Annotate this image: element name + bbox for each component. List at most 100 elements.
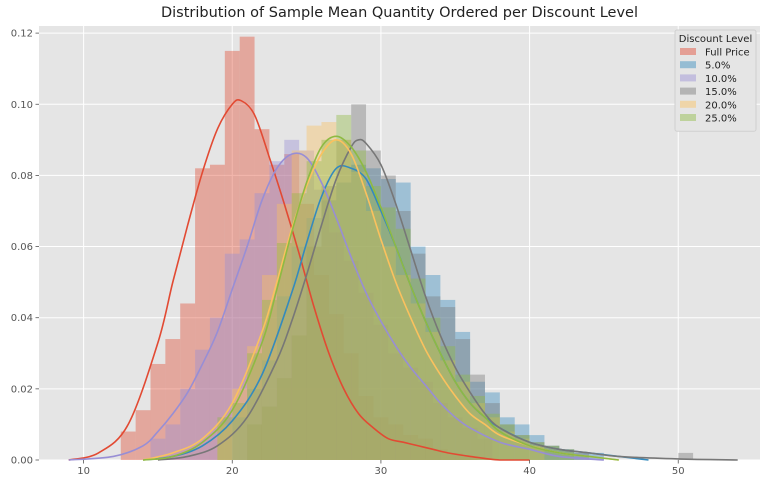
- hist-bar: [470, 395, 485, 460]
- hist-bar: [388, 353, 404, 460]
- legend-box: [674, 29, 757, 132]
- hist-bar: [418, 381, 433, 460]
- hist-bar: [380, 246, 396, 460]
- legend: Discount Level Full Price 5.0% 10.0% 15.0% 2…: [674, 29, 757, 132]
- hist-bar: [455, 339, 471, 460]
- hist-bar: [574, 452, 590, 460]
- hist-bar: [455, 374, 471, 460]
- legend-swatch: [680, 87, 696, 95]
- hist-bar: [195, 168, 210, 460]
- hist-bar: [395, 275, 411, 460]
- hist-bar: [254, 193, 270, 460]
- hist-bar: [425, 317, 441, 460]
- hist-bar: [209, 164, 225, 460]
- hist-bar: [336, 182, 352, 460]
- hist-bar: [269, 164, 285, 460]
- hist-bar: [351, 150, 367, 461]
- hist-bar: [336, 114, 352, 461]
- hist-bar: [232, 417, 248, 460]
- hist-bar: [306, 218, 322, 460]
- legend-swatch: [680, 48, 696, 55]
- hist-bar: [135, 410, 151, 460]
- hist-5-0: [232, 164, 604, 461]
- x-axis-ticks: 10 20 30 40 50: [77, 460, 685, 477]
- kde-full-price: [68, 98, 530, 461]
- hist-bar: [462, 427, 478, 460]
- hist-bar: [314, 189, 329, 460]
- hist-bar: [425, 296, 441, 460]
- hist-bar: [291, 150, 307, 461]
- hist-bar: [373, 417, 389, 460]
- legend-swatch: [680, 74, 696, 82]
- hist-bar: [165, 339, 181, 460]
- legend-label: 10.0%: [705, 74, 737, 85]
- y-tick-label: 0.02: [11, 384, 33, 395]
- hist-bar: [321, 186, 337, 460]
- kde-20-0: [142, 139, 619, 461]
- hist-bar: [343, 260, 359, 460]
- hist-bar: [589, 452, 604, 460]
- kde-25-0: [142, 135, 619, 461]
- hist-bar: [432, 449, 448, 460]
- hist-bar: [455, 331, 471, 460]
- hist-bar: [366, 210, 381, 460]
- hist-bar: [291, 246, 307, 460]
- hist-bar: [343, 353, 359, 460]
- x-tick-label: 10: [77, 466, 90, 477]
- hist-bar: [574, 452, 590, 460]
- hist-bar: [321, 200, 337, 461]
- legend-item-20-0: 20.0%: [680, 100, 737, 111]
- hist-bar: [150, 438, 166, 460]
- legend-swatch: [680, 100, 696, 108]
- hist-bar: [261, 406, 277, 460]
- x-tick-label: 40: [523, 466, 536, 477]
- hist-bar: [388, 424, 404, 460]
- hist-15-0: [247, 104, 694, 461]
- hist-bar: [410, 246, 426, 460]
- hist-bar: [239, 239, 255, 460]
- kde-curves: [68, 98, 738, 461]
- kde-10-0: [68, 152, 604, 461]
- hist-bar: [425, 331, 441, 460]
- hist-bar: [432, 403, 448, 460]
- hist-bar: [380, 175, 396, 460]
- hist-bar: [395, 210, 411, 460]
- hist-bar: [120, 431, 136, 460]
- hist-bar: [477, 438, 493, 460]
- y-tick-label: 0.12: [11, 29, 33, 40]
- hist-bar: [306, 161, 322, 460]
- hist-bar: [440, 299, 456, 460]
- y-axis-ticks: 0.00 0.02 0.04 0.06 0.08 0.10 0.12: [11, 29, 39, 467]
- hist-bar: [247, 346, 262, 460]
- hist-bar: [247, 388, 262, 460]
- hist-bar: [351, 171, 367, 460]
- hist-20-0: [217, 122, 545, 461]
- legend-label: 15.0%: [705, 87, 737, 98]
- y-tick-label: 0.06: [11, 242, 33, 253]
- legend-item-5-0: 5.0%: [680, 61, 730, 72]
- hist-bar: [678, 452, 694, 460]
- legend-item-25-0: 25.0%: [680, 114, 737, 125]
- hist-bar: [321, 139, 337, 460]
- chart-title: Distribution of Sample Mean Quantity Ord…: [161, 5, 638, 21]
- legend-label: 5.0%: [705, 61, 730, 72]
- hist-bar: [291, 335, 307, 460]
- legend-item-15-0: 15.0%: [680, 87, 737, 98]
- hist-bar: [180, 303, 196, 460]
- hist-bar: [328, 232, 344, 460]
- hist-bar: [306, 246, 322, 460]
- hist-bar: [395, 182, 411, 460]
- hist-bar: [247, 424, 262, 460]
- hist-bar: [269, 161, 285, 460]
- hist-bar: [261, 299, 277, 460]
- hist-bar: [425, 275, 441, 460]
- hist-bar: [299, 150, 315, 461]
- x-tick-label: 20: [226, 466, 239, 477]
- hist-bar: [470, 374, 485, 460]
- hist-bar: [366, 186, 381, 460]
- hist-bar: [291, 193, 307, 460]
- hist-bar: [373, 324, 389, 460]
- y-tick-label: 0.04: [11, 313, 33, 324]
- hist-bar: [447, 417, 463, 460]
